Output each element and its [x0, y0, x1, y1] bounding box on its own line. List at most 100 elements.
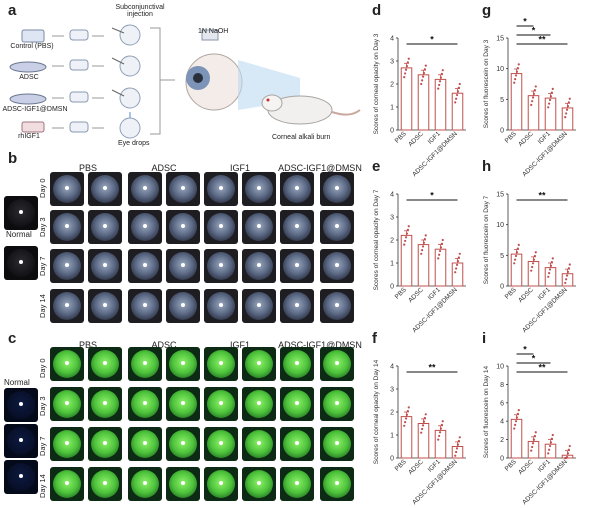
data-point: [438, 80, 442, 83]
data-point: [423, 416, 426, 420]
data-point: [551, 433, 554, 437]
data-point: [549, 264, 553, 267]
y-tick-label: 4: [390, 192, 394, 199]
data-point: [406, 409, 409, 413]
eye-photo: [166, 387, 200, 421]
data-point: [514, 74, 518, 77]
data-point: [455, 97, 458, 100]
eye-glint: [219, 441, 223, 445]
bar: [510, 73, 523, 131]
significance-label: **: [538, 191, 546, 201]
eye-photo: [204, 387, 238, 421]
y-tick-label: 10: [496, 66, 504, 73]
data-point: [438, 83, 441, 87]
eye-glint: [65, 361, 69, 365]
panel-label-f: f: [372, 330, 377, 347]
eye-photo: [50, 210, 84, 244]
eye-photo: [280, 172, 314, 206]
normal-label: Normal: [4, 378, 30, 387]
data-point: [516, 412, 519, 415]
data-point: [455, 263, 459, 266]
eye-glint: [257, 224, 261, 228]
eye-glint: [257, 361, 261, 365]
eye-glint: [143, 303, 147, 307]
data-point: [404, 236, 408, 239]
data-point: [403, 424, 406, 427]
eye-glint: [143, 441, 147, 445]
data-point: [407, 57, 410, 60]
eye-drops-label: Eye drops: [118, 140, 150, 147]
eye-photo: [280, 467, 314, 501]
day-label: Day 0: [38, 358, 47, 378]
group-header-pbs: PBS: [78, 340, 97, 350]
eye-photo: [50, 347, 84, 381]
data-point: [565, 112, 568, 115]
data-point: [549, 95, 553, 98]
data-point: [406, 61, 409, 64]
data-point: [454, 101, 457, 104]
y-tick-label: 4: [390, 36, 394, 43]
eye-photo: [88, 210, 122, 244]
eye-glint: [219, 224, 223, 228]
eye-photo: [280, 347, 314, 381]
eye-photo: [166, 427, 200, 461]
data-point: [550, 437, 553, 440]
eye-photo: [88, 347, 122, 381]
data-point: [441, 420, 444, 423]
data-point: [566, 104, 570, 108]
data-point: [516, 247, 519, 250]
bar: [510, 253, 523, 287]
eye-glint: [335, 441, 339, 445]
y-tick-label: 5: [500, 253, 504, 260]
y-tick-label: 3: [390, 59, 394, 66]
group-header-igf1: IGF1: [229, 340, 250, 350]
eye-photo: [204, 347, 238, 381]
y-tick-label: 1: [390, 261, 394, 268]
eye-glint: [219, 401, 223, 405]
bar: [434, 429, 447, 459]
y-tick-label: 2: [500, 437, 504, 444]
chart-e: 0 1 2 3 4 Scores of corneal opacity on Day 7 P…: [373, 189, 466, 334]
data-point: [564, 116, 567, 119]
eye-photo: [242, 387, 276, 421]
eye-glint: [257, 441, 261, 445]
eye-photo: [242, 172, 276, 206]
y-tick-label: 10: [496, 364, 504, 371]
y-tick-label: 4: [500, 419, 504, 426]
y-tick-label: 0: [500, 284, 504, 291]
data-point: [421, 245, 425, 248]
bar: [434, 78, 447, 131]
significance-label: *: [523, 18, 527, 27]
bar: [451, 262, 464, 287]
eye-photo: [88, 172, 122, 206]
eye-photo: [242, 289, 276, 323]
y-tick-label: 1: [390, 105, 394, 112]
data-point: [403, 243, 406, 246]
eye-glint: [257, 186, 261, 190]
y-tick-label: 2: [390, 82, 394, 89]
data-point: [531, 96, 535, 99]
bar: [510, 418, 523, 459]
eye-photo: [242, 210, 276, 244]
data-point: [406, 228, 409, 231]
data-point: [530, 449, 533, 452]
chart-h: 0 5 10 15 Scores of fluorescein on Day 7 PBS A…: [483, 191, 576, 334]
eye-photo: [4, 388, 38, 422]
y-tick-label: 0: [390, 456, 394, 463]
eye-glint: [257, 263, 261, 267]
injection-label: Subconjunctival injection: [115, 4, 165, 18]
y-tick-label: 15: [496, 192, 504, 199]
data-point: [423, 68, 426, 71]
naoh-label: 1N NaOH: [198, 28, 229, 35]
eye-glint: [335, 186, 339, 190]
y-tick-label: 15: [496, 36, 504, 43]
eye-photo: [166, 210, 200, 244]
data-point: [531, 442, 535, 445]
data-point: [437, 257, 440, 260]
eye-glint: [335, 481, 339, 485]
panel-label-i: i: [482, 330, 487, 347]
data-point: [566, 270, 570, 273]
data-point: [421, 424, 425, 427]
data-point: [424, 234, 427, 237]
data-point: [424, 413, 427, 416]
